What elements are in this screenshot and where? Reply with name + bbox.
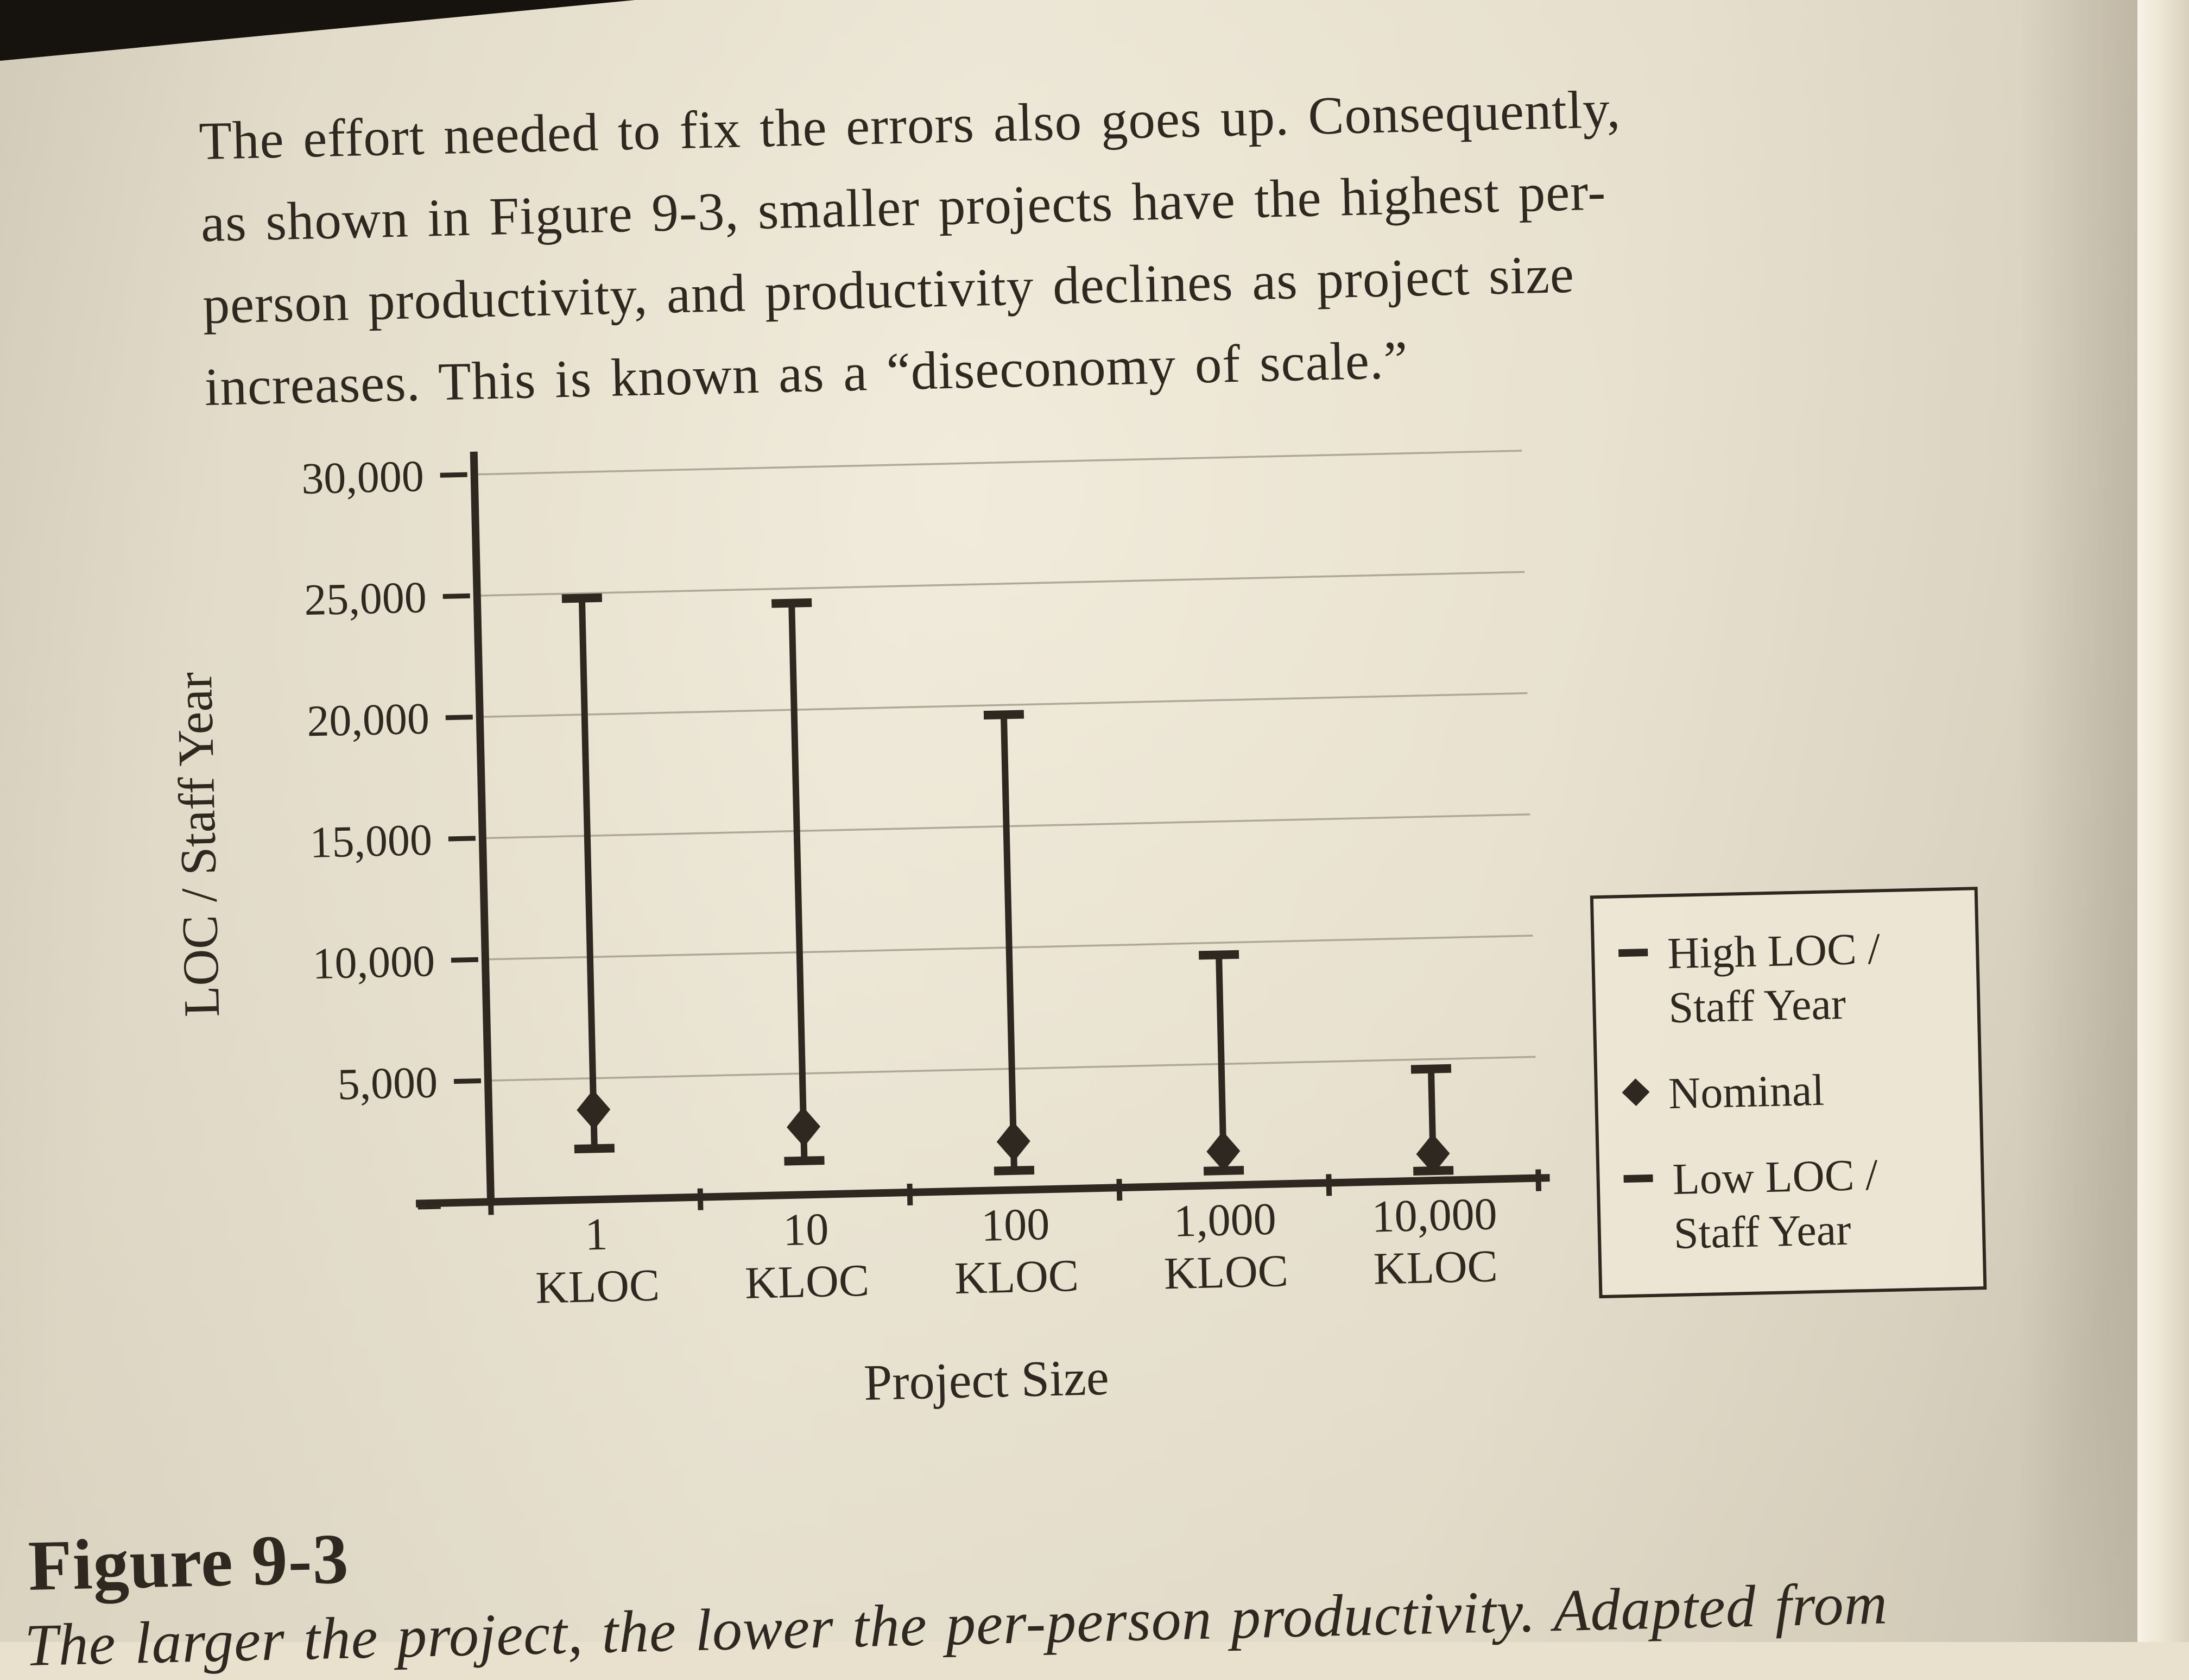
hilo-chart: 30,00025,00020,00015,00010,0005,000–1KLO… <box>166 450 1550 1411</box>
figure-label: Figure 9-3 <box>27 1518 350 1606</box>
legend-item-high: High LOC / Staff Year <box>1618 920 1956 1036</box>
legend-item-low: Low LOC / Staff Year <box>1623 1146 1961 1262</box>
svg-text:15,000: 15,000 <box>309 815 433 867</box>
page-curve-shadow <box>2018 0 2137 1642</box>
high-dash-marker-icon <box>1618 948 1648 957</box>
svg-text:10,000: 10,000 <box>1371 1189 1498 1242</box>
nominal-diamond-marker-icon <box>1622 1078 1650 1106</box>
svg-text:KLOC: KLOC <box>535 1260 660 1313</box>
svg-text:Project Size: Project Size <box>863 1349 1110 1411</box>
svg-text:LOC / Staff Year: LOC / Staff Year <box>166 672 230 1018</box>
svg-text:100: 100 <box>980 1199 1050 1251</box>
svg-text:30,000: 30,000 <box>301 451 425 503</box>
page-stack-edge <box>2137 0 2189 1642</box>
chart-legend: High LOC / Staff Year Nominal Low LOC / … <box>1590 887 1987 1299</box>
svg-text:KLOC: KLOC <box>1373 1241 1498 1294</box>
legend-item-nominal: Nominal <box>1621 1060 1958 1122</box>
chart-figure: 30,00025,00020,00015,00010,0005,000–1KLO… <box>85 406 1987 1471</box>
svg-text:KLOC: KLOC <box>744 1255 870 1309</box>
svg-text:10,000: 10,000 <box>312 936 435 988</box>
svg-text:KLOC: KLOC <box>1163 1246 1289 1299</box>
legend-label: Low LOC / Staff Year <box>1672 1150 1878 1259</box>
svg-text:KLOC: KLOC <box>954 1250 1079 1304</box>
legend-label: High LOC / Staff Year <box>1667 924 1881 1033</box>
legend-label: Nominal <box>1668 1065 1825 1119</box>
svg-text:1,000: 1,000 <box>1173 1194 1277 1247</box>
body-paragraph: The effort needed to fix the errors also… <box>198 61 1948 428</box>
low-dash-marker-icon <box>1623 1174 1653 1183</box>
svg-text:10: 10 <box>782 1204 829 1255</box>
svg-text:5,000: 5,000 <box>337 1057 439 1109</box>
book-page-paper <box>0 0 2189 1642</box>
svg-text:1: 1 <box>584 1209 608 1260</box>
svg-text:20,000: 20,000 <box>306 693 430 746</box>
svg-text:25,000: 25,000 <box>303 572 427 624</box>
